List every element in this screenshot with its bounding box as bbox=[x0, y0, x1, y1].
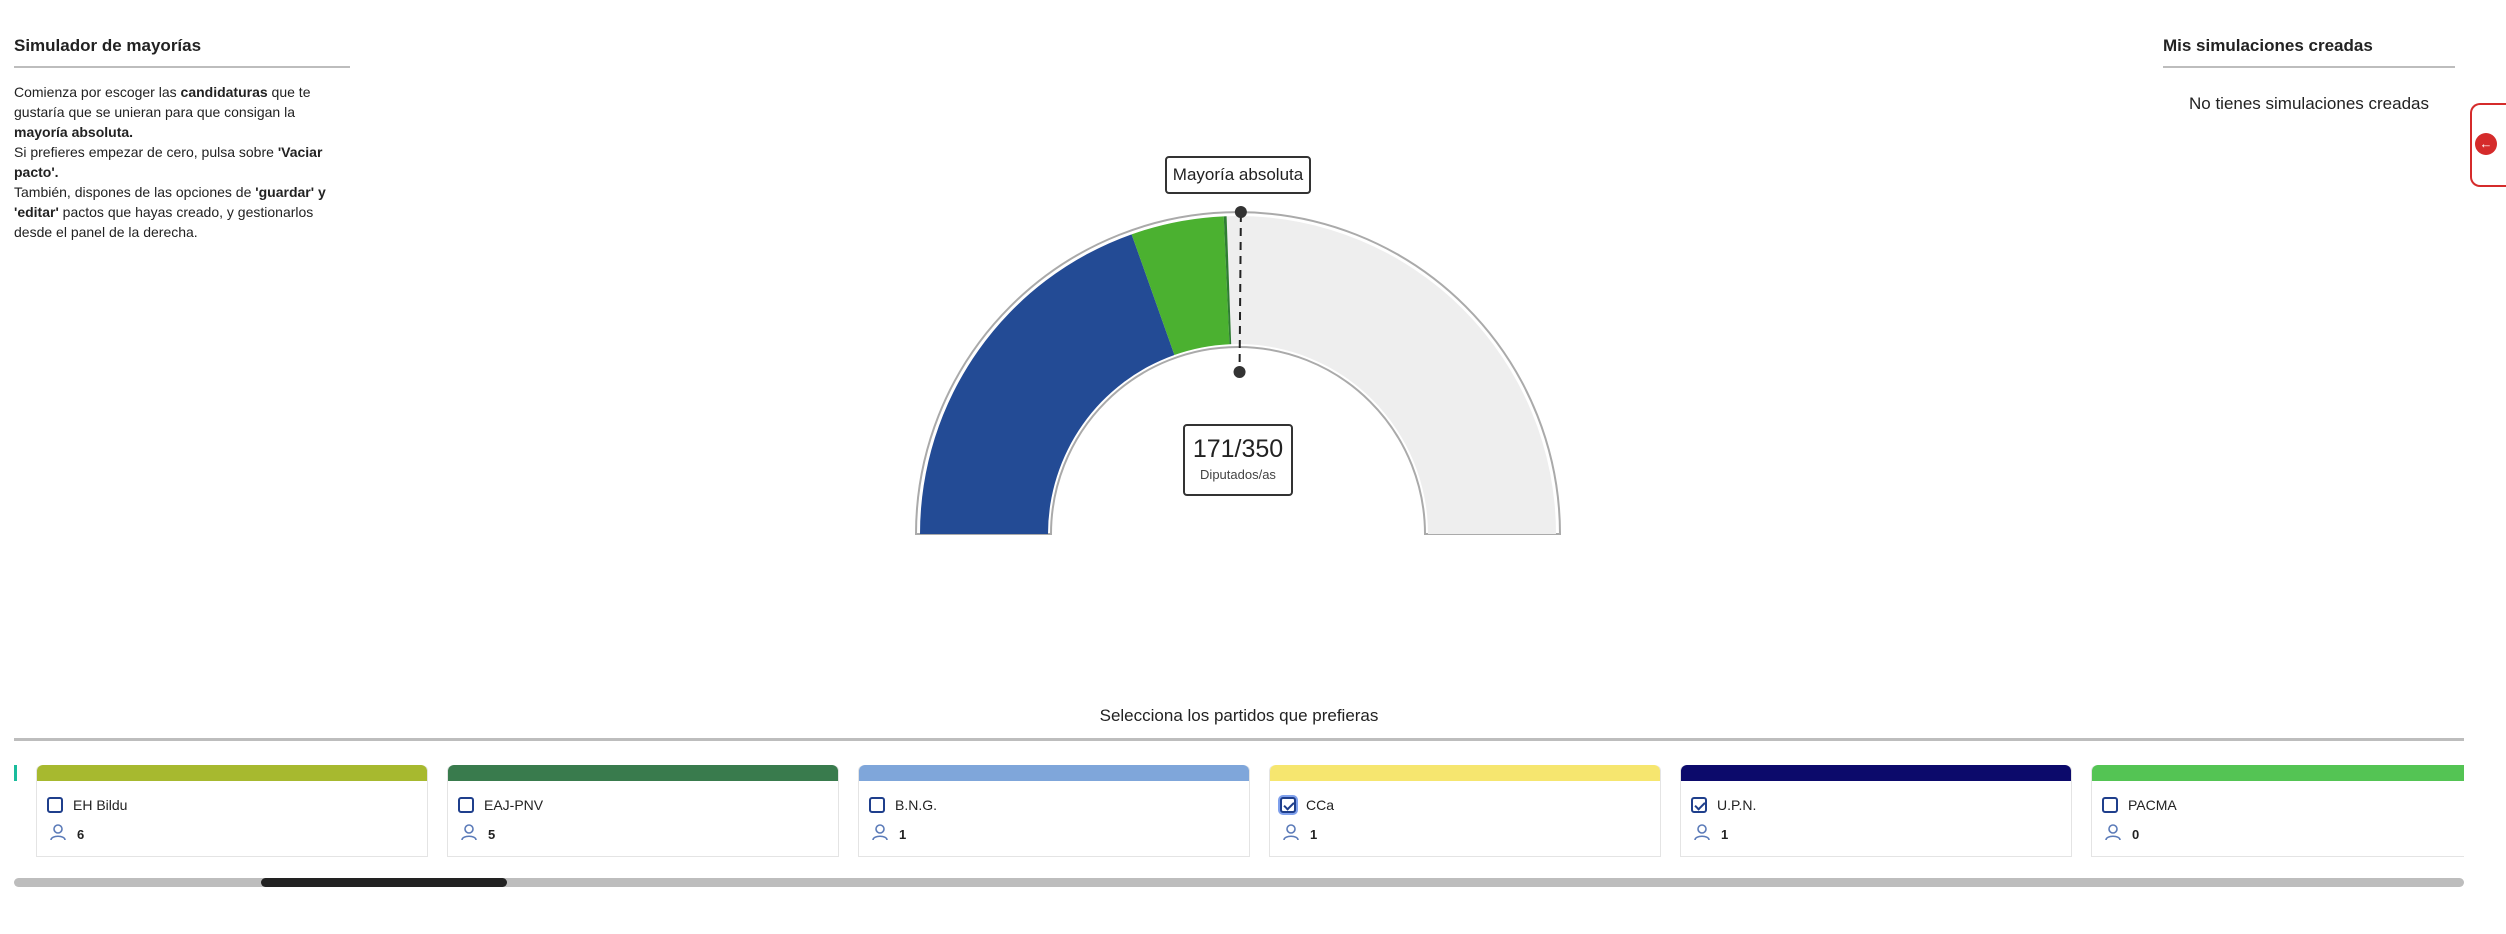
empty-simulations-message: No tienes simulaciones creadas bbox=[2188, 94, 2429, 113]
toggle-saved-panel-button[interactable]: ← bbox=[2470, 103, 2506, 187]
party-seat-count: 1 bbox=[1721, 826, 1729, 842]
seats-counter: 171/350 Diputados/as bbox=[1183, 424, 1293, 496]
party-card[interactable]: U.P.N. 1 bbox=[1680, 765, 2072, 857]
gauge-outline bbox=[914, 211, 1562, 535]
party-name: U.P.N. bbox=[1717, 797, 1757, 813]
divider bbox=[14, 738, 2464, 741]
party-color-bar bbox=[1681, 765, 2071, 781]
gauge-segment bbox=[1223, 216, 1232, 345]
party-list-scrollbar[interactable] bbox=[14, 878, 2464, 887]
party-color-bar bbox=[859, 765, 1249, 781]
majority-threshold-marker-bottom bbox=[1233, 366, 1246, 379]
user-icon bbox=[1282, 823, 1300, 846]
saved-simulations-panel: Mis simulaciones creadas No tienes simul… bbox=[2163, 36, 2455, 114]
arrow-left-icon[interactable]: ← bbox=[2475, 133, 2497, 155]
user-icon bbox=[2104, 823, 2122, 846]
user-icon bbox=[1693, 823, 1711, 846]
party-card[interactable]: EH Bildu 6 bbox=[36, 765, 428, 857]
user-icon bbox=[871, 823, 889, 846]
party-name: CCa bbox=[1306, 797, 1335, 813]
party-seat-count: 1 bbox=[1310, 826, 1318, 842]
intro-highlight: 'guardar' y 'editar' bbox=[14, 184, 326, 220]
party-name: B.N.G. bbox=[895, 797, 938, 813]
party-color-bar bbox=[448, 765, 838, 781]
party-seat-count: 0 bbox=[2132, 826, 2140, 842]
user-icon bbox=[460, 823, 478, 846]
intro-text-part: Si prefieres empezar de cero, pulsa sobr… bbox=[14, 144, 278, 160]
seats-label: Diputados/as bbox=[1200, 467, 1276, 482]
intro-panel: Simulador de mayorías Comienza por escog… bbox=[14, 36, 350, 242]
party-card-list[interactable]: EH Bildu 6 EAJ-PNV 5 B.N.G. 1 CCa 1 U.P.N. 1 PACMA… bbox=[14, 765, 2464, 865]
intro-text: Comienza por escoger las candidaturas qu… bbox=[14, 82, 350, 242]
party-selector-title: Selecciona los partidos que prefieras bbox=[1099, 706, 1379, 725]
majority-threshold-marker-top bbox=[1234, 206, 1247, 219]
intro-text-part: También, dispones de las opciones de bbox=[14, 184, 256, 200]
page-title: Simulador de mayorías bbox=[14, 36, 350, 68]
intro-text-part: Comienza por escoger las bbox=[14, 84, 181, 100]
party-checkbox[interactable] bbox=[869, 797, 885, 813]
party-card-partial[interactable] bbox=[14, 765, 17, 781]
party-card[interactable]: PACMA 0 bbox=[2091, 765, 2464, 857]
party-checkbox[interactable] bbox=[2102, 797, 2118, 813]
intro-highlight: candidaturas bbox=[180, 84, 268, 100]
party-seat-count: 5 bbox=[488, 826, 496, 842]
party-card[interactable]: B.N.G. 1 bbox=[858, 765, 1250, 857]
intro-text-part: pactos que hayas creado, y gestionarlos … bbox=[14, 204, 314, 240]
party-color-bar bbox=[1270, 765, 1660, 781]
party-name: EH Bildu bbox=[73, 797, 128, 813]
party-checkbox[interactable] bbox=[47, 797, 63, 813]
intro-highlight: 'Vaciar pacto'. bbox=[14, 144, 323, 180]
scrollbar-thumb[interactable] bbox=[261, 878, 507, 887]
saved-simulations-title: Mis simulaciones creadas bbox=[2163, 36, 2455, 68]
gauge-segment bbox=[920, 234, 1175, 534]
party-color-bar bbox=[37, 765, 427, 781]
gauge-segment bbox=[1131, 216, 1230, 355]
seats-value: 171/350 bbox=[1192, 435, 1284, 463]
user-icon bbox=[49, 823, 67, 846]
party-card[interactable]: CCa 1 bbox=[1269, 765, 1661, 857]
majority-threshold-line bbox=[1238, 214, 1242, 373]
party-seat-count: 1 bbox=[899, 826, 907, 842]
party-name: EAJ-PNV bbox=[484, 797, 544, 813]
intro-highlight: mayoría absoluta. bbox=[14, 124, 134, 140]
majority-gauge bbox=[914, 206, 1562, 535]
party-color-bar bbox=[2092, 765, 2464, 781]
party-checkbox[interactable] bbox=[1280, 797, 1296, 813]
intro-text-part: que te gustaría que se unieran para que … bbox=[14, 84, 311, 120]
party-checkbox[interactable] bbox=[1691, 797, 1707, 813]
party-checkbox[interactable] bbox=[458, 797, 474, 813]
party-name: PACMA bbox=[2128, 797, 2177, 813]
party-seat-count: 6 bbox=[77, 826, 85, 842]
majority-label: Mayoría absoluta bbox=[1165, 156, 1311, 194]
party-card[interactable]: EAJ-PNV 5 bbox=[447, 765, 839, 857]
